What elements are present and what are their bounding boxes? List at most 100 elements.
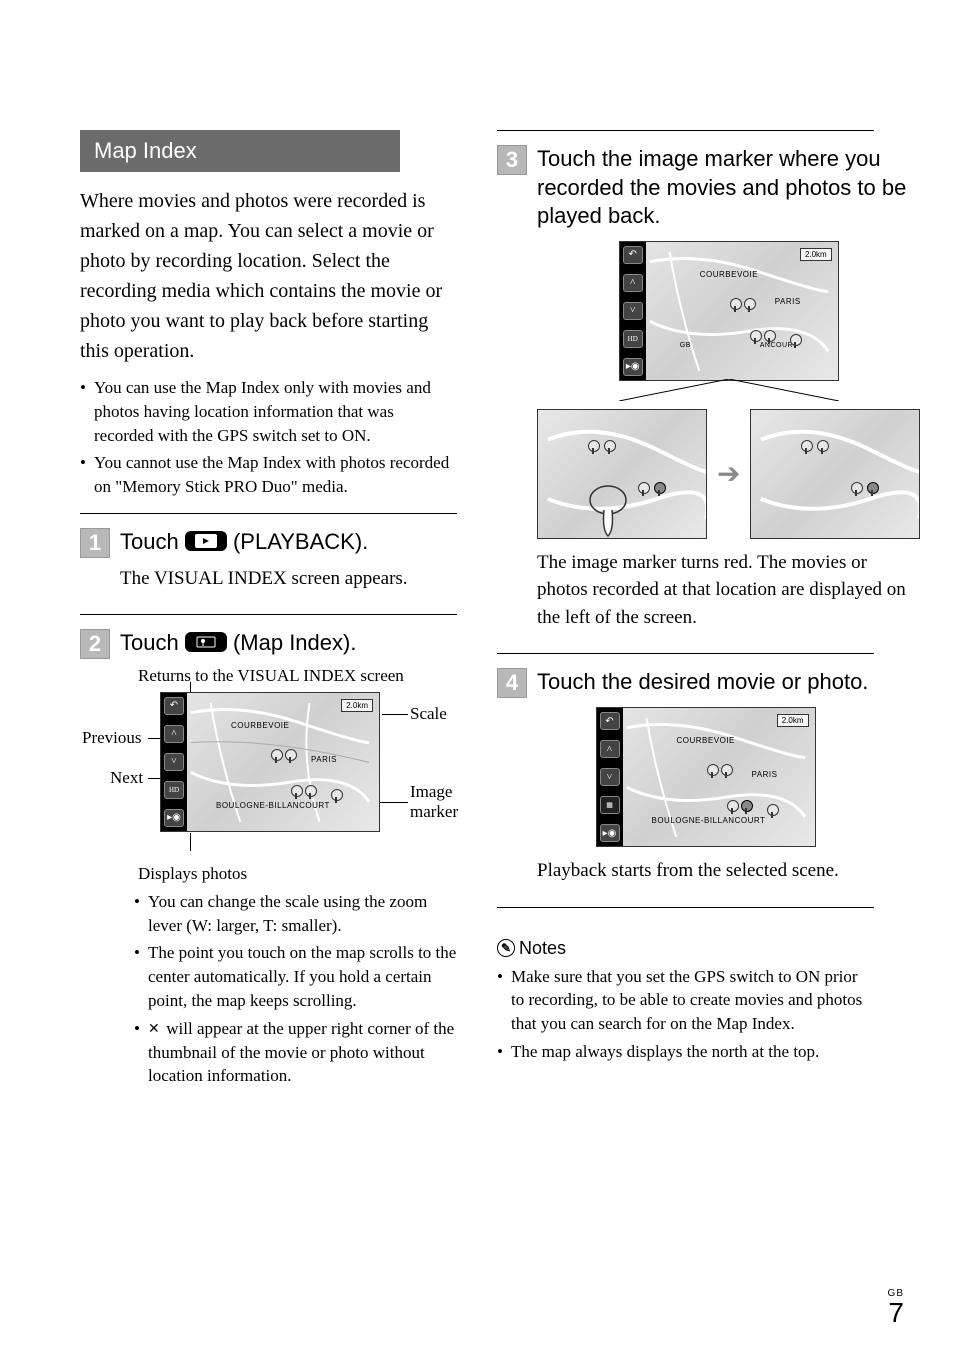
- notes-icon: ✎: [497, 939, 515, 957]
- image-marker-pin[interactable]: [790, 334, 800, 348]
- step-2-bullets: You can change the scale using the zoom …: [120, 890, 457, 1088]
- map-index-screenshot: ↶ ˄ ˅ HD ▸◉ 2.0km: [160, 692, 380, 832]
- image-marker-pin[interactable]: [750, 330, 760, 344]
- down-button[interactable]: ˅: [600, 768, 620, 786]
- step-1-title-before: Touch: [120, 529, 185, 554]
- map-label-courbevoie: COURBEVOIE: [677, 736, 735, 745]
- image-marker-pin[interactable]: [730, 298, 740, 312]
- hd-button[interactable]: HD: [164, 781, 184, 799]
- image-marker-pin[interactable]: [271, 749, 281, 763]
- map-label-boulogne: BOULOGNE-BILLANCOURT: [216, 801, 330, 810]
- notes-list: Make sure that you set the GPS switch to…: [497, 965, 874, 1064]
- back-button[interactable]: ↶: [623, 246, 643, 264]
- callout-image-marker: Imagemarker: [410, 782, 458, 822]
- step-2-caption-bottom: Displays photos: [138, 864, 457, 884]
- image-marker-pin-selected[interactable]: [741, 800, 751, 814]
- image-marker-pin[interactable]: [305, 785, 315, 799]
- up-button[interactable]: ˄: [600, 740, 620, 758]
- image-marker-pin[interactable]: [588, 440, 598, 454]
- thumbnail-button[interactable]: ▦: [600, 796, 620, 814]
- image-marker-pin[interactable]: [744, 298, 754, 312]
- image-marker-pin[interactable]: [604, 440, 614, 454]
- note-2: The map always displays the north at the…: [497, 1040, 874, 1064]
- notes-header: ✎ Notes: [497, 938, 874, 959]
- step-2-title-after: (Map Index).: [233, 630, 357, 655]
- callout-scale: Scale: [410, 704, 447, 724]
- image-marker-pin-selected[interactable]: [654, 482, 664, 496]
- step-2-title-before: Touch: [120, 630, 185, 655]
- scale-indicator: 2.0km: [341, 699, 373, 712]
- divider: [80, 614, 457, 615]
- step-2: 2 Touch (Map Index). Returns to the VISU…: [80, 629, 457, 1102]
- image-marker-pin[interactable]: [801, 440, 811, 454]
- page-footer: GB 7: [888, 1288, 904, 1327]
- zoom-before: [537, 409, 707, 539]
- map-roads: [161, 693, 379, 832]
- step-2-bullet-2: The point you touch on the map scrolls t…: [120, 941, 457, 1012]
- photo-mode-button[interactable]: ▸◉: [164, 809, 184, 827]
- up-button[interactable]: ˄: [623, 274, 643, 292]
- map-label-paris: PARIS: [775, 297, 801, 306]
- step-1: 1 Touch (PLAYBACK). The VISUAL INDEX scr…: [80, 528, 457, 600]
- notes-label: Notes: [519, 938, 566, 959]
- step-1-title-after: (PLAYBACK).: [233, 529, 368, 554]
- step-1-sub: The VISUAL INDEX screen appears.: [120, 565, 457, 593]
- step-3-title: Touch the image marker where you recorde…: [537, 145, 920, 231]
- map-index-icon: [185, 632, 227, 652]
- note-1: Make sure that you set the GPS switch to…: [497, 965, 874, 1036]
- map-label-paris: PARIS: [752, 770, 778, 779]
- image-marker-pin[interactable]: [721, 764, 731, 778]
- step-1-title: Touch (PLAYBACK).: [120, 528, 457, 557]
- step-2-bullet-3: ✕ will appear at the upper right corner …: [120, 1017, 457, 1088]
- scale-indicator: 2.0km: [800, 248, 832, 261]
- down-button[interactable]: ˅: [623, 302, 643, 320]
- step-4-title: Touch the desired movie or photo.: [537, 668, 874, 697]
- back-button[interactable]: ↶: [164, 697, 184, 715]
- intro-bullet-2: You cannot use the Map Index with photos…: [80, 451, 457, 499]
- hd-button[interactable]: HD: [623, 330, 643, 348]
- divider: [497, 907, 874, 908]
- up-button[interactable]: ˄: [164, 725, 184, 743]
- divider: [497, 130, 874, 131]
- zoom-detail-row: ➔: [537, 409, 920, 539]
- image-marker-pin[interactable]: [727, 800, 737, 814]
- back-button[interactable]: ↶: [600, 712, 620, 730]
- step-4-sub: Playback starts from the selected scene.: [537, 857, 874, 885]
- image-marker-pin[interactable]: [638, 482, 648, 496]
- map-screenshot-step4: ↶ ˄ ˅ ▦ ▸◉ 2.0km COURBEVOIE: [596, 707, 816, 847]
- image-marker-pin[interactable]: [291, 785, 301, 799]
- step-3: 3 Touch the image marker where you recor…: [497, 145, 874, 639]
- image-marker-pin[interactable]: [707, 764, 717, 778]
- callout-next: Next: [110, 768, 143, 788]
- step-4: 4 Touch the desired movie or photo. ↶ ˄ …: [497, 668, 874, 892]
- scale-indicator: 2.0km: [777, 714, 809, 727]
- section-header: Map Index: [80, 130, 400, 172]
- image-marker-pin[interactable]: [285, 749, 295, 763]
- photo-mode-button[interactable]: ▸◉: [623, 358, 643, 376]
- intro-bullet-1: You can use the Map Index only with movi…: [80, 376, 457, 447]
- step-number-2: 2: [80, 629, 110, 659]
- map-label-paris: PARIS: [311, 755, 337, 764]
- image-marker-pin[interactable]: [817, 440, 827, 454]
- down-button[interactable]: ˅: [164, 753, 184, 771]
- map-roads: [620, 242, 838, 381]
- touch-hand-icon: [578, 480, 638, 539]
- image-marker-pin-selected[interactable]: [867, 482, 877, 496]
- intro-paragraph: Where movies and photos were recorded is…: [80, 186, 457, 366]
- map-label-courbevoie: COURBEVOIE: [231, 721, 289, 730]
- step-2-caption-top: Returns to the VISUAL INDEX screen: [138, 666, 457, 686]
- intro-bullets: You can use the Map Index only with movi…: [80, 376, 457, 499]
- image-marker-pin[interactable]: [764, 330, 774, 344]
- step-2-bullet-1: You can change the scale using the zoom …: [120, 890, 457, 938]
- photo-mode-button[interactable]: ▸◉: [600, 824, 620, 842]
- arrow-right-icon: ➔: [717, 457, 740, 491]
- no-gps-icon: ✕: [148, 1020, 162, 1040]
- step-number-4: 4: [497, 668, 527, 698]
- map-label-gb: GB: [680, 342, 691, 349]
- image-marker-pin[interactable]: [331, 789, 341, 803]
- step-3-sub: The image marker turns red. The movies o…: [537, 549, 920, 632]
- map-label-boulogne: BOULOGNE-BILLANCOURT: [652, 816, 766, 825]
- image-marker-pin[interactable]: [851, 482, 861, 496]
- image-marker-pin[interactable]: [767, 804, 777, 818]
- step-number-3: 3: [497, 145, 527, 175]
